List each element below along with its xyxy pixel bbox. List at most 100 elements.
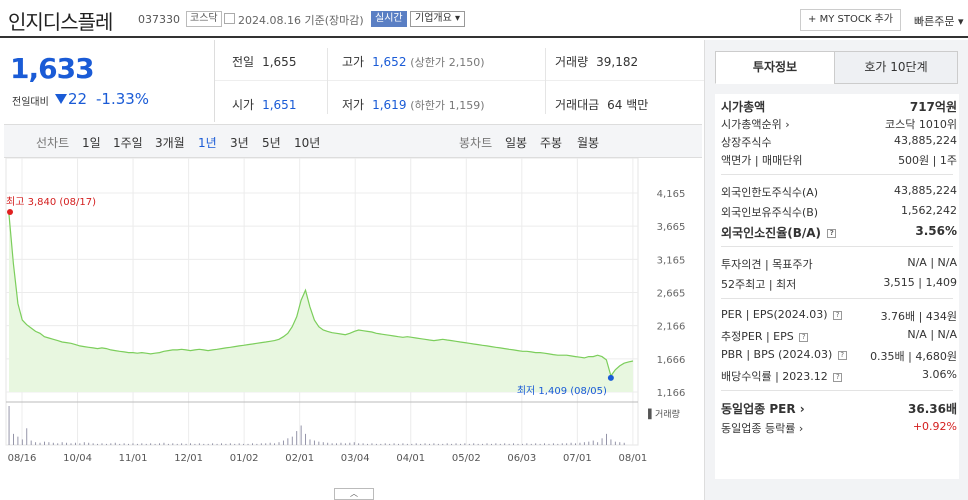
collapse-chart-button[interactable]: ︿ bbox=[334, 488, 374, 500]
volume-legend: ▌거래량 bbox=[647, 408, 680, 420]
help-icon[interactable]: ? bbox=[827, 229, 837, 238]
volume-bar bbox=[508, 443, 510, 445]
down-arrow-icon bbox=[55, 94, 67, 104]
volume-bar bbox=[415, 443, 417, 445]
realtime-button[interactable]: 실시간 bbox=[371, 11, 407, 27]
y-tick-label: 2,166 bbox=[657, 322, 686, 333]
volume-bar bbox=[358, 443, 360, 445]
volume-bar bbox=[252, 443, 253, 445]
volume-bar bbox=[79, 443, 81, 445]
volume-bar bbox=[136, 443, 138, 445]
y-tick-label: 3,165 bbox=[657, 255, 686, 266]
volume-bar bbox=[429, 443, 430, 445]
period-1y[interactable]: 1년 bbox=[198, 136, 217, 150]
company-info-dropdown[interactable]: 기업개요 ▾ bbox=[410, 11, 466, 27]
volume-bar bbox=[176, 443, 178, 445]
candle-daily[interactable]: 일봉 bbox=[505, 136, 528, 150]
stat-prev-close: 전일 1,655 bbox=[232, 55, 297, 69]
tab-order-book[interactable]: 호가 10단계 bbox=[834, 51, 958, 84]
volume-bar bbox=[105, 443, 107, 445]
price-chart-svg: 4,165 3,665 3,165 2,665 2,166 1,666 1,166 08/16… bbox=[5, 158, 686, 464]
volume-bar bbox=[154, 443, 156, 445]
stock-name: 인지디스플레 bbox=[8, 10, 113, 34]
period-5y[interactable]: 5년 bbox=[262, 136, 281, 150]
volume-bar bbox=[349, 442, 351, 445]
volume-bar bbox=[97, 443, 99, 445]
period-10y[interactable]: 10년 bbox=[294, 136, 321, 150]
help-icon[interactable]: ? bbox=[837, 350, 847, 360]
row-sector-per[interactable]: 동일업종 PER › 36.36배 bbox=[721, 402, 957, 416]
candle-weekly[interactable]: 주봉 bbox=[540, 136, 563, 150]
period-3m[interactable]: 3개월 bbox=[155, 136, 185, 150]
price-stats: 전일 1,655 고가 1,652 (상한가 2,150) 거래량 39,182 시가… bbox=[214, 40, 705, 122]
volume-bar bbox=[256, 443, 258, 445]
volume-bar bbox=[336, 443, 337, 445]
volume-bar bbox=[504, 443, 506, 445]
row-listed-shares: 상장주식수 43,885,224 bbox=[721, 134, 957, 149]
volume-bar bbox=[384, 443, 386, 445]
calendar-icon bbox=[224, 13, 235, 24]
period-1w[interactable]: 1주일 bbox=[113, 136, 143, 150]
period-3y[interactable]: 3년 bbox=[230, 136, 249, 150]
volume-bar bbox=[451, 443, 453, 445]
volume-bar bbox=[66, 442, 68, 445]
tab-investment-info[interactable]: 투자정보 bbox=[715, 51, 835, 84]
y-tick-label: 2,665 bbox=[657, 289, 686, 300]
row-sector-change[interactable]: 동일업종 등락률 › +0.92% bbox=[721, 420, 957, 435]
high-marker bbox=[7, 209, 13, 215]
volume-bar bbox=[110, 443, 112, 445]
volume-bar bbox=[597, 442, 599, 445]
row-face-value: 액면가 | 매매단위 500원 | 1주 bbox=[721, 154, 957, 167]
row-per: PER | EPS(2024.03) ? 3.76배 | 434원 bbox=[721, 308, 957, 323]
volume-bar bbox=[327, 442, 329, 445]
help-icon[interactable]: ? bbox=[799, 332, 809, 342]
row-foreign-limit: 외국인한도주식수(A) 43,885,224 bbox=[721, 184, 957, 199]
help-icon[interactable]: ? bbox=[833, 372, 843, 382]
divider bbox=[721, 174, 953, 175]
x-tick-label: 03/04 bbox=[341, 453, 370, 464]
price-chart: 4,165 3,665 3,165 2,665 2,166 1,666 1,166 08/16… bbox=[0, 158, 704, 498]
volume-bar bbox=[123, 443, 125, 445]
row-market-cap-rank[interactable]: 시가총액순위 › 코스닥 1010위 bbox=[721, 118, 957, 131]
volume-bar bbox=[557, 443, 559, 445]
volume-bar bbox=[198, 443, 200, 445]
volume-bar bbox=[513, 443, 515, 445]
volume-bar bbox=[424, 443, 426, 445]
volume-bar bbox=[521, 443, 523, 445]
volume-bar bbox=[380, 443, 382, 445]
volume-bar bbox=[119, 443, 121, 445]
volume-bar bbox=[486, 443, 488, 445]
volume-bar bbox=[57, 443, 59, 445]
fast-order-dropdown[interactable]: 빠른주문 ▾ bbox=[914, 15, 964, 28]
volume-bar bbox=[13, 433, 14, 445]
high-annotation: 최고 3,840 (08/17) bbox=[6, 196, 96, 208]
candle-monthly[interactable]: 월봉 bbox=[577, 136, 600, 150]
volume-bar bbox=[619, 442, 621, 445]
volume-bar bbox=[194, 443, 196, 445]
period-1d[interactable]: 1일 bbox=[82, 136, 101, 150]
volume-bar bbox=[150, 443, 152, 445]
volume-bar bbox=[88, 442, 90, 445]
volume-bar bbox=[17, 436, 19, 445]
my-stock-add-button[interactable]: + MY STOCK 추가 bbox=[800, 9, 901, 31]
volume-bar bbox=[393, 443, 395, 445]
volume-bar bbox=[269, 442, 271, 445]
divider bbox=[327, 48, 328, 114]
volume-bar bbox=[433, 443, 435, 445]
investment-info: 시가총액 717억원 시가총액순위 › 코스닥 1010위 상장주식수 43,885,… bbox=[715, 94, 959, 479]
price-line bbox=[8, 214, 634, 378]
volume-bar bbox=[468, 443, 470, 445]
volume-bar bbox=[141, 443, 143, 445]
volume-bar bbox=[353, 442, 355, 445]
line-chart-label: 선차트 bbox=[36, 136, 70, 150]
price-summary: 1,633 전일대비 22 -1.33% bbox=[4, 40, 214, 122]
volume-bar bbox=[207, 443, 209, 445]
volume-bar bbox=[35, 442, 37, 445]
volume-bar bbox=[588, 441, 590, 445]
y-tick-label: 3,665 bbox=[657, 222, 686, 233]
volume-bar bbox=[128, 443, 129, 445]
volume-bar bbox=[300, 425, 302, 445]
change-percent: -1.33% bbox=[96, 90, 150, 108]
row-foreign-hold: 외국인보유주식수(B) 1,562,242 bbox=[721, 204, 957, 219]
help-icon[interactable]: ? bbox=[833, 310, 843, 320]
